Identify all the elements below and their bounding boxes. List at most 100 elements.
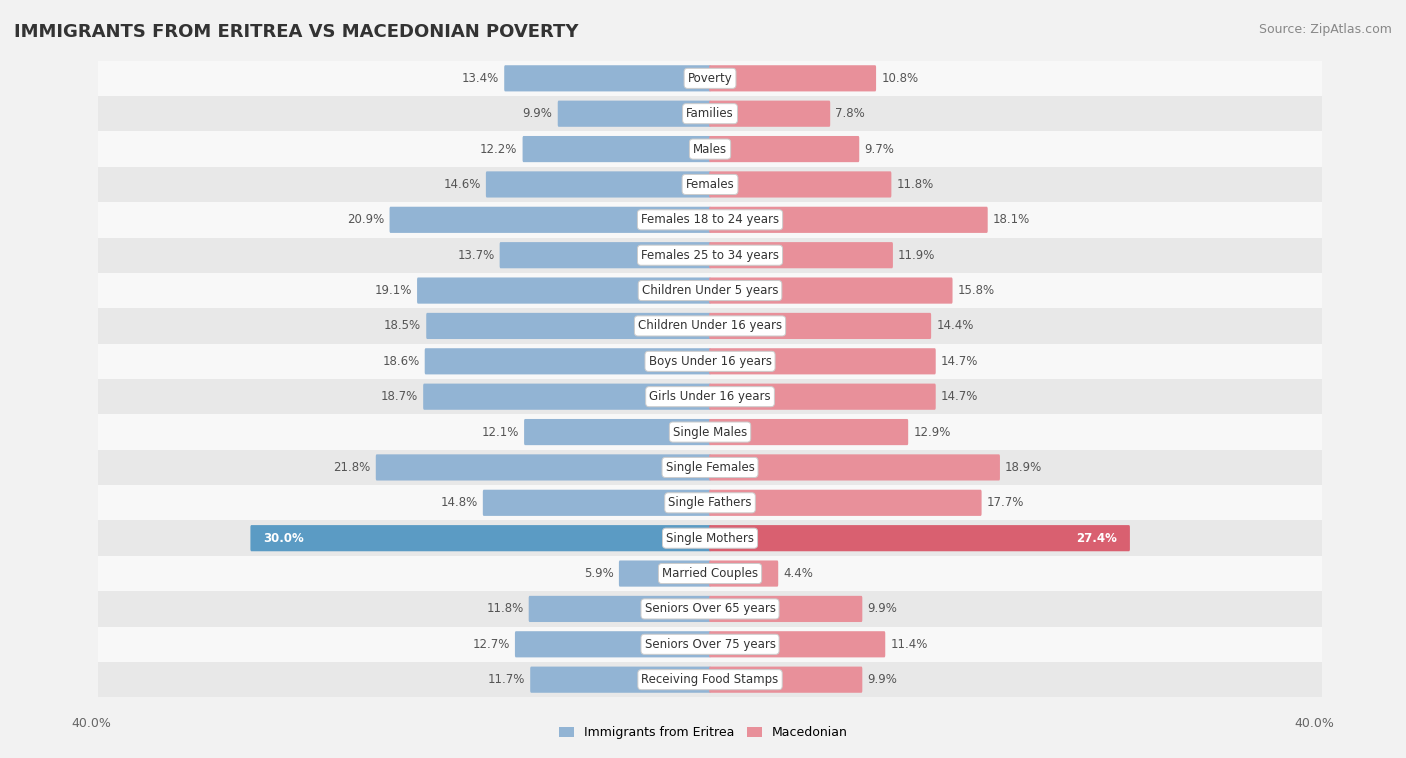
Text: 14.4%: 14.4%: [936, 319, 974, 333]
Text: Seniors Over 75 years: Seniors Over 75 years: [644, 637, 776, 651]
Text: Receiving Food Stamps: Receiving Food Stamps: [641, 673, 779, 686]
Text: Married Couples: Married Couples: [662, 567, 758, 580]
Text: 7.8%: 7.8%: [835, 107, 865, 121]
FancyBboxPatch shape: [505, 65, 711, 92]
Text: 12.2%: 12.2%: [479, 143, 517, 155]
Text: 18.6%: 18.6%: [382, 355, 419, 368]
Bar: [98, 131, 1322, 167]
Legend: Immigrants from Eritrea, Macedonian: Immigrants from Eritrea, Macedonian: [554, 721, 852, 744]
Text: Single Males: Single Males: [673, 425, 747, 439]
FancyBboxPatch shape: [619, 560, 711, 587]
Text: Boys Under 16 years: Boys Under 16 years: [648, 355, 772, 368]
FancyBboxPatch shape: [482, 490, 711, 516]
FancyBboxPatch shape: [515, 631, 711, 657]
Text: 11.4%: 11.4%: [890, 637, 928, 651]
FancyBboxPatch shape: [423, 384, 711, 410]
Text: 4.4%: 4.4%: [783, 567, 813, 580]
Text: Children Under 5 years: Children Under 5 years: [641, 284, 779, 297]
Text: 17.7%: 17.7%: [987, 496, 1024, 509]
Text: Source: ZipAtlas.com: Source: ZipAtlas.com: [1258, 23, 1392, 36]
FancyBboxPatch shape: [530, 666, 711, 693]
Bar: [98, 273, 1322, 309]
FancyBboxPatch shape: [523, 136, 711, 162]
FancyBboxPatch shape: [426, 313, 711, 339]
Text: 18.1%: 18.1%: [993, 213, 1031, 227]
Text: 13.4%: 13.4%: [461, 72, 499, 85]
FancyBboxPatch shape: [709, 136, 859, 162]
Bar: [98, 591, 1322, 627]
Text: 12.1%: 12.1%: [481, 425, 519, 439]
Text: 15.8%: 15.8%: [957, 284, 995, 297]
Text: 9.9%: 9.9%: [523, 107, 553, 121]
Bar: [98, 309, 1322, 343]
FancyBboxPatch shape: [709, 419, 908, 445]
Text: 11.7%: 11.7%: [488, 673, 524, 686]
FancyBboxPatch shape: [558, 101, 711, 127]
Text: Females: Females: [686, 178, 734, 191]
Text: Males: Males: [693, 143, 727, 155]
Text: 5.9%: 5.9%: [583, 567, 613, 580]
Text: 9.9%: 9.9%: [868, 603, 897, 615]
FancyBboxPatch shape: [709, 631, 886, 657]
Text: 40.0%: 40.0%: [1295, 717, 1334, 731]
Bar: [98, 167, 1322, 202]
FancyBboxPatch shape: [524, 419, 711, 445]
Bar: [98, 449, 1322, 485]
Bar: [98, 237, 1322, 273]
FancyBboxPatch shape: [709, 65, 876, 92]
Bar: [98, 379, 1322, 415]
Bar: [98, 627, 1322, 662]
FancyBboxPatch shape: [709, 171, 891, 198]
FancyBboxPatch shape: [486, 171, 711, 198]
Text: Females 25 to 34 years: Females 25 to 34 years: [641, 249, 779, 262]
Text: 10.8%: 10.8%: [882, 72, 918, 85]
FancyBboxPatch shape: [499, 242, 711, 268]
Bar: [98, 662, 1322, 697]
Text: IMMIGRANTS FROM ERITREA VS MACEDONIAN POVERTY: IMMIGRANTS FROM ERITREA VS MACEDONIAN PO…: [14, 23, 578, 41]
Text: Families: Families: [686, 107, 734, 121]
FancyBboxPatch shape: [709, 596, 862, 622]
FancyBboxPatch shape: [709, 560, 779, 587]
Text: 12.7%: 12.7%: [472, 637, 510, 651]
Bar: [98, 415, 1322, 449]
Text: 18.5%: 18.5%: [384, 319, 420, 333]
Bar: [98, 96, 1322, 131]
FancyBboxPatch shape: [389, 207, 711, 233]
Text: 12.9%: 12.9%: [914, 425, 950, 439]
Text: 18.9%: 18.9%: [1005, 461, 1042, 474]
FancyBboxPatch shape: [709, 101, 830, 127]
Text: 13.7%: 13.7%: [457, 249, 495, 262]
FancyBboxPatch shape: [709, 666, 862, 693]
Text: Poverty: Poverty: [688, 72, 733, 85]
Text: Single Fathers: Single Fathers: [668, 496, 752, 509]
FancyBboxPatch shape: [425, 348, 711, 374]
FancyBboxPatch shape: [709, 525, 1130, 551]
Bar: [98, 556, 1322, 591]
FancyBboxPatch shape: [709, 207, 987, 233]
Text: 14.8%: 14.8%: [440, 496, 478, 509]
Text: 19.1%: 19.1%: [374, 284, 412, 297]
Bar: [98, 61, 1322, 96]
FancyBboxPatch shape: [709, 384, 936, 410]
Bar: [98, 343, 1322, 379]
FancyBboxPatch shape: [529, 596, 711, 622]
Text: 30.0%: 30.0%: [263, 531, 304, 545]
FancyBboxPatch shape: [709, 348, 936, 374]
Text: 18.7%: 18.7%: [381, 390, 418, 403]
FancyBboxPatch shape: [709, 242, 893, 268]
Text: 11.9%: 11.9%: [898, 249, 935, 262]
FancyBboxPatch shape: [375, 454, 711, 481]
Text: 21.8%: 21.8%: [333, 461, 371, 474]
FancyBboxPatch shape: [709, 313, 931, 339]
FancyBboxPatch shape: [709, 490, 981, 516]
Bar: [98, 202, 1322, 237]
Text: Girls Under 16 years: Girls Under 16 years: [650, 390, 770, 403]
Text: 20.9%: 20.9%: [347, 213, 384, 227]
Text: 27.4%: 27.4%: [1076, 531, 1116, 545]
Text: 14.6%: 14.6%: [443, 178, 481, 191]
Text: 9.7%: 9.7%: [865, 143, 894, 155]
FancyBboxPatch shape: [709, 454, 1000, 481]
Text: 9.9%: 9.9%: [868, 673, 897, 686]
Bar: [98, 521, 1322, 556]
FancyBboxPatch shape: [709, 277, 952, 304]
